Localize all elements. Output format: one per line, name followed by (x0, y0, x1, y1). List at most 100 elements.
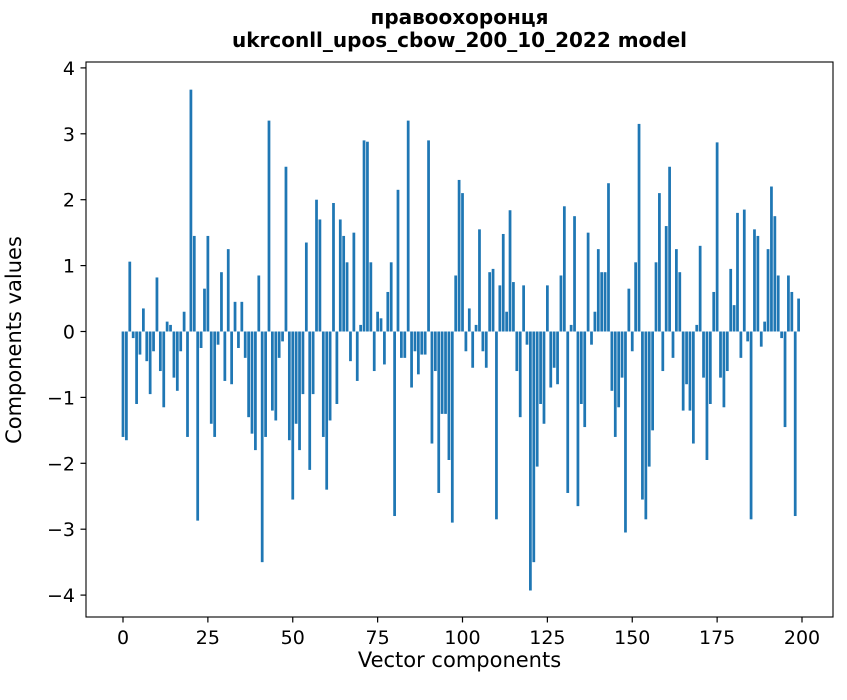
bar (780, 331, 783, 339)
bar (501, 233, 505, 332)
bar (617, 331, 621, 408)
bar (372, 331, 376, 372)
bar (627, 288, 631, 332)
bar (593, 311, 597, 332)
bar (630, 331, 634, 352)
bar (569, 324, 573, 332)
bar (376, 311, 379, 332)
bar (216, 331, 220, 345)
bar (301, 331, 305, 395)
bar (586, 232, 590, 332)
bar (260, 331, 264, 563)
bar (386, 291, 390, 332)
bar (467, 308, 471, 332)
bar (209, 331, 213, 424)
bar (454, 275, 458, 332)
bar (182, 311, 186, 332)
bar (671, 331, 675, 358)
bar (698, 245, 702, 332)
bar (267, 120, 271, 332)
bar (705, 331, 709, 460)
bar (247, 331, 250, 418)
bar (155, 277, 159, 332)
bar (332, 203, 335, 332)
bar (403, 331, 407, 358)
bar (546, 285, 549, 332)
x-tick-label: 75 (366, 627, 390, 649)
bar (450, 331, 454, 523)
bar (226, 249, 230, 332)
bar (797, 298, 800, 332)
bar (393, 331, 396, 517)
bar (787, 275, 790, 332)
bar (539, 331, 542, 404)
bar (413, 331, 417, 352)
bar (189, 89, 193, 332)
x-tick-label: 150 (614, 627, 650, 649)
bar (383, 331, 386, 365)
bar (158, 331, 162, 372)
bar (715, 142, 719, 332)
bar (562, 206, 566, 332)
bar (257, 275, 261, 332)
bar (776, 275, 780, 332)
bar (579, 331, 583, 404)
bar (596, 249, 600, 332)
bar (291, 331, 295, 500)
bar (389, 262, 393, 332)
bar (529, 331, 532, 591)
bar (766, 249, 770, 332)
bar (121, 331, 125, 437)
x-axis-label: Vector components (357, 648, 562, 672)
bar (753, 229, 756, 332)
bar (355, 331, 359, 381)
bar (230, 331, 234, 385)
bar (515, 331, 519, 372)
bar (444, 331, 447, 414)
x-tick-label: 50 (281, 627, 305, 649)
bar (379, 318, 383, 332)
bar (277, 331, 281, 358)
bar (681, 331, 685, 411)
y-axis-label: Components values (2, 236, 26, 444)
bar (535, 331, 539, 467)
bar (440, 331, 444, 414)
bar (732, 305, 736, 332)
bar (522, 285, 525, 332)
bar (345, 262, 349, 332)
bar (664, 226, 668, 332)
axes-spines (85, 61, 834, 618)
x-tick-label: 0 (117, 627, 129, 649)
bar (576, 331, 580, 507)
bar (335, 331, 339, 404)
bar (220, 272, 223, 332)
bar (505, 311, 509, 332)
bar (321, 331, 325, 437)
bar (722, 331, 726, 408)
bar (678, 272, 682, 332)
bar (175, 331, 179, 391)
chart-title: правоохоронця ukrconll_upos_cbow_200_10_… (86, 6, 833, 52)
bar (668, 166, 671, 332)
bar (464, 331, 468, 352)
bar (641, 331, 644, 500)
bar (362, 140, 366, 332)
bar (298, 331, 301, 451)
chart-title-word: правоохоронця (370, 5, 549, 29)
bar (165, 321, 169, 332)
bar (603, 272, 607, 332)
bar (712, 291, 716, 332)
bar (708, 331, 712, 404)
bar (763, 321, 767, 332)
bar (773, 216, 777, 332)
bar (199, 331, 203, 348)
bar (691, 331, 695, 444)
y-tick-label: 0 (63, 322, 75, 344)
bar (736, 212, 739, 332)
bar (457, 179, 461, 332)
bar (658, 193, 661, 332)
bar (661, 331, 665, 372)
bar (613, 331, 617, 437)
bar (416, 331, 420, 375)
bar (162, 331, 166, 408)
